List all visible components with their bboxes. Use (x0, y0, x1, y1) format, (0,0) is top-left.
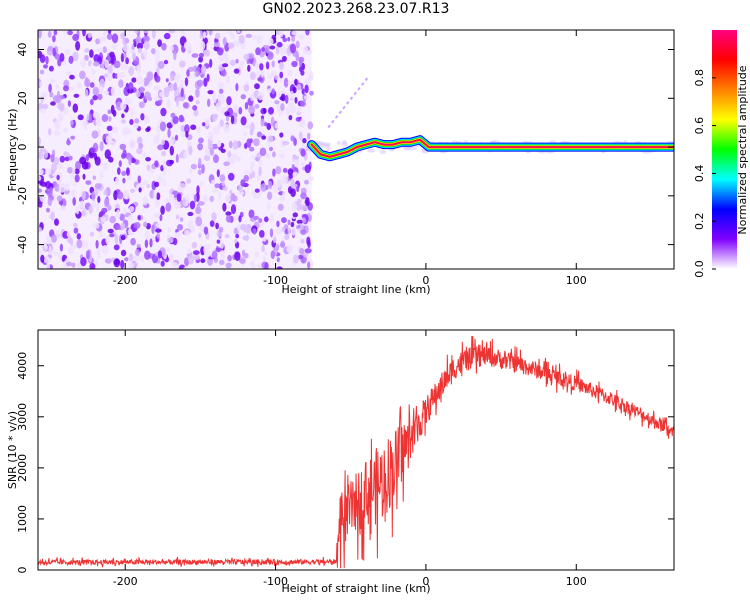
y-tick-label: -40 (16, 236, 29, 254)
colorbar: 0.0 0.2 0.4 0.6 0.8 Normalized spectral ampl… (693, 30, 749, 278)
snr-frame (37, 329, 675, 571)
y-tick-label: -20 (16, 187, 29, 205)
snr-y-axis-label: SNR (10 * v/v) (6, 411, 19, 489)
colorbar-tick-label: 0.8 (693, 69, 706, 87)
y-tick-label: 40 (16, 43, 29, 57)
y-tick-label: 3000 (16, 403, 29, 431)
x-tick-label: -100 (263, 274, 288, 287)
x-tick-label: -200 (113, 575, 138, 588)
colorbar-label: Normalized spectral amplitude (736, 65, 749, 234)
snr-line (38, 335, 674, 569)
x-tick-label: -100 (263, 575, 288, 588)
x-tick-label: 0 (422, 274, 429, 287)
y-tick-label: 0 (16, 567, 29, 574)
figure-title: GN02.2023.268.23.07.R13 (262, 1, 450, 17)
y-tick-label: 1000 (16, 505, 29, 533)
faint-streak (327, 75, 370, 129)
y-tick-label: 2000 (16, 454, 29, 482)
trace-core (311, 139, 674, 158)
x-tick-label: 100 (566, 274, 587, 287)
spectrogram-x-axis-label: Height of straight line (km) (281, 283, 430, 296)
snr-x-axis-label: Height of straight line (km) (281, 582, 430, 595)
y-tick-label: 20 (16, 91, 29, 105)
colorbar-tick-label: 0.2 (693, 212, 706, 230)
spectrogram-y-axis-label: Frequency (Hz) (6, 109, 19, 192)
x-tick-label: 100 (566, 575, 587, 588)
colorbar-gradient (712, 30, 737, 269)
y-tick-label: 4000 (16, 352, 29, 380)
y-tick-label: 0 (16, 144, 29, 151)
colorbar-tick-label: 0.0 (693, 260, 706, 278)
x-tick-label: 0 (422, 575, 429, 588)
colorbar-tick-label: 0.6 (693, 117, 706, 135)
x-tick-label: -200 (113, 274, 138, 287)
colorbar-tick-label: 0.4 (693, 165, 706, 183)
noise-region (38, 30, 314, 269)
spectrogram-frame (37, 29, 675, 270)
